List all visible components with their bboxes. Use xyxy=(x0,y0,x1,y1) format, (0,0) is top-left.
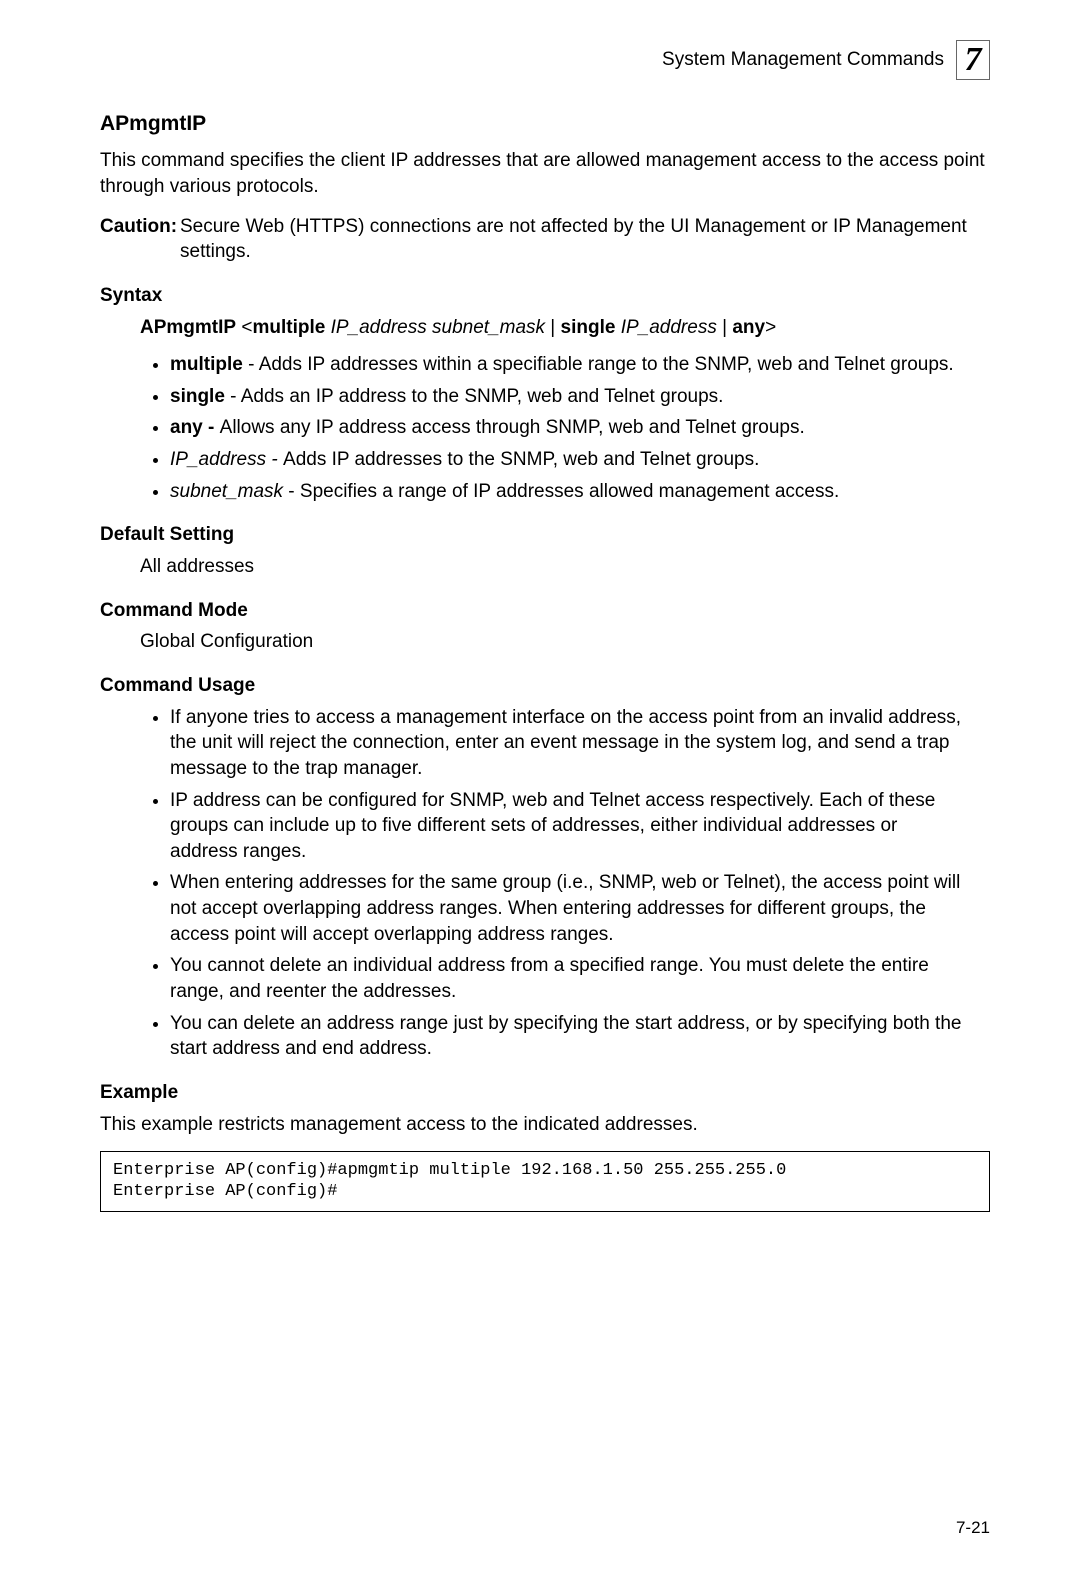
command-mode-heading: Command Mode xyxy=(100,598,990,624)
syntax-gt: > xyxy=(765,317,776,338)
syntax-line: APmgmtIP <multiple IP_address subnet_mas… xyxy=(140,315,990,341)
syntax-subnet: subnet_mask xyxy=(432,317,545,338)
list-item: subnet_mask - Specifies a range of IP ad… xyxy=(170,479,990,505)
param-sep: - xyxy=(243,354,259,375)
param-sep: - xyxy=(266,449,283,470)
list-item: If anyone tries to access a management i… xyxy=(170,705,990,782)
syntax-params-list: multiple - Adds IP addresses within a sp… xyxy=(150,352,990,504)
param-sep: - xyxy=(283,481,300,502)
param-desc: Adds an IP address to the SNMP, web and … xyxy=(241,386,724,407)
page-number: 7-21 xyxy=(956,1517,990,1540)
list-item: any - Allows any IP address access throu… xyxy=(170,415,990,441)
param-term: IP_address xyxy=(170,449,266,470)
default-setting-text: All addresses xyxy=(140,554,990,580)
example-text: This example restricts management access… xyxy=(100,1112,990,1138)
param-term: subnet_mask xyxy=(170,481,283,502)
param-desc: Allows any IP address access through SNM… xyxy=(220,417,805,438)
syntax-lt: < xyxy=(241,317,252,338)
list-item: IP_address - Adds IP addresses to the SN… xyxy=(170,447,990,473)
page-header: System Management Commands 7 xyxy=(100,40,990,80)
caution-block: Caution: Secure Web (HTTPS) connections … xyxy=(100,214,990,265)
example-heading: Example xyxy=(100,1080,990,1106)
intro-paragraph: This command specifies the client IP add… xyxy=(100,148,990,199)
param-term: single xyxy=(170,386,225,407)
param-desc: Specifies a range of IP addresses allowe… xyxy=(300,481,839,502)
param-sep: - xyxy=(203,417,220,438)
command-mode-text: Global Configuration xyxy=(140,629,990,655)
chapter-number: 7 xyxy=(965,37,982,83)
param-sep: - xyxy=(225,386,241,407)
syntax-multiple: multiple xyxy=(252,317,325,338)
list-item: IP address can be configured for SNMP, w… xyxy=(170,788,990,865)
breadcrumb: System Management Commands xyxy=(662,47,944,73)
example-code-block: Enterprise AP(config)#apmgmtip multiple … xyxy=(100,1151,990,1212)
syntax-pipe1: | xyxy=(545,317,561,338)
caution-label: Caution: xyxy=(100,214,180,240)
syntax-any: any xyxy=(732,317,765,338)
default-setting-heading: Default Setting xyxy=(100,522,990,548)
syntax-ip: IP_address xyxy=(331,317,427,338)
list-item: You cannot delete an individual address … xyxy=(170,953,990,1004)
syntax-heading: Syntax xyxy=(100,283,990,309)
command-usage-heading: Command Usage xyxy=(100,673,990,699)
chapter-number-box: 7 xyxy=(956,40,990,80)
list-item: single - Adds an IP address to the SNMP,… xyxy=(170,384,990,410)
caution-text: Secure Web (HTTPS) connections are not a… xyxy=(180,214,990,265)
syntax-cmd: APmgmtIP xyxy=(140,317,236,338)
list-item: multiple - Adds IP addresses within a sp… xyxy=(170,352,990,378)
syntax-single: single xyxy=(561,317,616,338)
syntax-pipe2: | xyxy=(717,317,733,338)
command-title: APmgmtIP xyxy=(100,110,990,138)
list-item: When entering addresses for the same gro… xyxy=(170,870,990,947)
command-usage-list: If anyone tries to access a management i… xyxy=(150,705,990,1062)
list-item: You can delete an address range just by … xyxy=(170,1011,990,1062)
param-desc: Adds IP addresses within a specifiable r… xyxy=(259,354,954,375)
syntax-ip2: IP_address xyxy=(621,317,717,338)
param-desc: Adds IP addresses to the SNMP, web and T… xyxy=(283,449,759,470)
param-term: any xyxy=(170,417,203,438)
param-term: multiple xyxy=(170,354,243,375)
